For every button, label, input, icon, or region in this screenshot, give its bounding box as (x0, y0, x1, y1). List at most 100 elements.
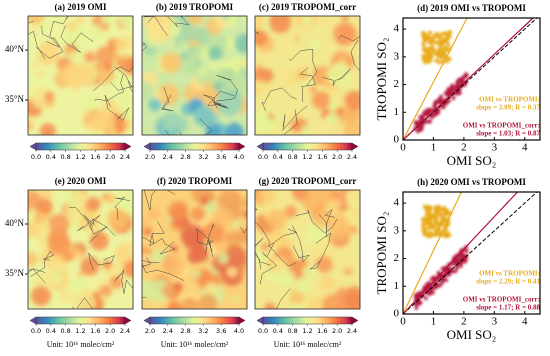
map-blob (146, 206, 161, 221)
colorbar-tick-label: 0.4 (273, 327, 283, 335)
x-axis-label: OMI SO₂ (447, 327, 497, 342)
map-blob (345, 190, 360, 206)
panel-title: (a) 2019 OMI (55, 2, 107, 12)
colorbar-tick-label: 0.0 (31, 327, 41, 335)
map-blob (78, 92, 97, 111)
cloud-dot (429, 232, 434, 237)
colorbar (35, 316, 126, 325)
map-panel: (a) 2019 OMI 40°N 35°N 0.0 0.4 0.8 1.2 1.6 2.0 2.… (5, 2, 134, 161)
map-blob (255, 250, 265, 266)
map-frame (254, 189, 361, 310)
cloud-dot (426, 47, 431, 52)
cloud-dot (414, 306, 419, 310)
colorbar-extend (124, 316, 132, 325)
colorbar-extend (29, 316, 37, 325)
colorbar-tick-label: 1.2 (75, 153, 85, 161)
map-texture (28, 16, 133, 135)
map-blob (142, 280, 156, 301)
cloud-dot (434, 111, 438, 116)
province-boundary (142, 190, 247, 298)
map-blob (318, 243, 334, 258)
map-blob (293, 123, 303, 133)
y-tick-label: 3 (394, 50, 400, 62)
cloud-dot (422, 48, 427, 53)
cloud-dot (431, 39, 436, 44)
map-blob (329, 198, 341, 210)
cloud-dot (446, 32, 451, 37)
map-blob (204, 80, 211, 87)
cloud-dot (430, 225, 435, 230)
cloud-dot (465, 249, 469, 253)
cloud-dot (430, 115, 434, 119)
map-blob (226, 265, 238, 277)
reference-line (402, 191, 538, 315)
cloud-dot (431, 275, 436, 280)
map-blob (218, 253, 229, 264)
map-blob (284, 205, 298, 218)
cloud-dot (416, 291, 421, 296)
map-blob (327, 63, 352, 87)
colorbar-tick-label: 2.4 (347, 153, 357, 161)
map-blob (349, 225, 358, 234)
fit-line (402, 17, 468, 141)
map-blob (193, 270, 201, 278)
cloud-dot (433, 286, 437, 290)
y-tick-label: 3 (394, 224, 400, 236)
map-blob (120, 102, 133, 121)
map-texture (255, 190, 360, 309)
colorbar-tick-label: 1.6 (317, 327, 327, 335)
map-blob (347, 304, 354, 309)
map-blob (218, 190, 242, 214)
panel-title: (g) 2020 TROPOMI_corr (259, 176, 357, 186)
cloud-dot (450, 83, 455, 88)
map-blob (80, 256, 100, 276)
map-texture (142, 16, 247, 135)
x-tick-label: 1 (431, 142, 437, 154)
map-blob (114, 191, 133, 212)
map-blob (70, 259, 77, 267)
cloud-dot (427, 226, 432, 231)
cloud-dot (428, 51, 433, 56)
map-blob (295, 276, 313, 295)
map-panel: (f) 2020 TROPOMI 2.0 2.4 2.8 3.2 3.6 4.0 Unit: … (141, 176, 248, 349)
map-panel: (b) 2019 TROPOMI 2.0 2.4 2.8 3.2 3.6 4.0 (141, 2, 248, 161)
colorbar-extend (256, 142, 264, 151)
colorbar-tick-label: 0.8 (60, 153, 70, 161)
map-blob (37, 71, 44, 78)
colorbar-unit: Unit: 10¹⁶ molec/cm² (47, 340, 115, 349)
cloud-dot (436, 60, 441, 65)
map-blob (352, 242, 360, 251)
map-blob (72, 192, 87, 208)
colorbar-tick-label: 0.4 (46, 327, 56, 335)
cloud-dot (455, 83, 460, 87)
cloud-dot (418, 128, 423, 132)
cloud-dot (446, 232, 451, 237)
panel-title: (c) 2019 TROPOMI_corr (259, 2, 356, 12)
map-blob (255, 112, 272, 134)
map-blob (315, 255, 333, 273)
axes-frame (402, 191, 541, 315)
cloud-dot (458, 263, 463, 268)
axes-frame (402, 17, 541, 141)
map-blob (167, 300, 183, 309)
cloud-dot (437, 54, 442, 59)
map-blob (255, 29, 268, 46)
map-blob (157, 83, 180, 106)
map-blob (161, 111, 181, 131)
map-blob (40, 19, 52, 31)
cloud-dot (439, 40, 444, 45)
map-blob (341, 16, 349, 22)
cloud-dot (424, 296, 428, 301)
map-blob (205, 282, 217, 295)
cloud-dot (433, 209, 438, 214)
map-blob (266, 209, 288, 230)
cloud-dot (453, 269, 458, 274)
x-tick-label: 4 (522, 316, 528, 328)
cloud-dot (444, 278, 449, 282)
map-blob (39, 190, 53, 200)
panel-title: (f) 2020 TROPOMI (157, 176, 233, 186)
colorbar-tick-label: 2.0 (145, 327, 155, 335)
cloud-dot (424, 283, 429, 288)
